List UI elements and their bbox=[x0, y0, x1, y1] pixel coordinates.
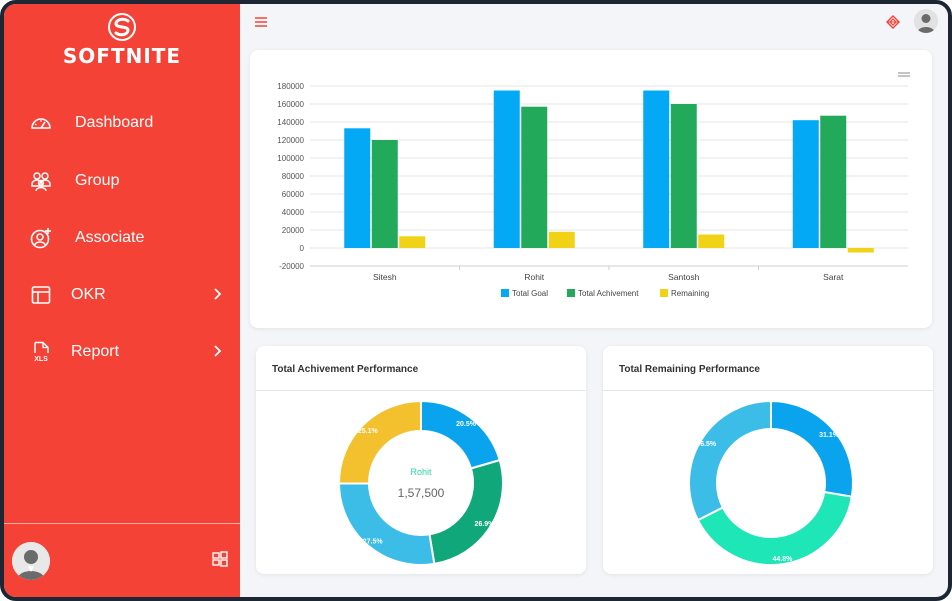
y-tick-label: 180000 bbox=[277, 82, 304, 91]
bar-chart-card: -20000 0 20000 40000 60000 80000 100000 120000 1… bbox=[250, 50, 932, 328]
y-tick-label: 20000 bbox=[282, 226, 305, 235]
softnite-logo-icon bbox=[108, 13, 136, 41]
brand-name: SOFTNITE bbox=[62, 44, 182, 68]
y-tick-label: 140000 bbox=[277, 118, 304, 127]
avatar[interactable] bbox=[12, 542, 50, 580]
user-add-icon bbox=[30, 228, 51, 249]
svg-text:XLS: XLS bbox=[34, 356, 48, 363]
sidebar-item-dashboard[interactable]: Dashboard bbox=[4, 102, 240, 142]
x-tick-label: Sitesh bbox=[373, 272, 397, 282]
donut-center-label: Rohit bbox=[410, 467, 432, 477]
user-avatar-icon bbox=[914, 9, 938, 33]
gauge-icon bbox=[31, 118, 51, 129]
bar-total-goal bbox=[643, 90, 670, 248]
legend-label: Remaining bbox=[671, 289, 709, 298]
y-tick-label: 160000 bbox=[277, 100, 304, 109]
sidebar-item-label: OKR bbox=[71, 286, 106, 303]
donut-slice-santosh bbox=[688, 399, 772, 522]
y-tick-label: 40000 bbox=[282, 208, 305, 217]
y-tick-label: 100000 bbox=[277, 154, 304, 163]
donut-value-label: 44.8% bbox=[772, 556, 793, 563]
donut-slice-sitesh bbox=[770, 399, 854, 498]
y-tick-label: -20000 bbox=[279, 262, 304, 271]
legend-label: Total Goal bbox=[512, 289, 548, 298]
sidebar-divider bbox=[4, 523, 240, 524]
user-avatar-icon bbox=[12, 542, 50, 580]
bar-remaining bbox=[548, 231, 575, 248]
x-tick-label: Rohit bbox=[524, 272, 544, 282]
donut-value-label: 36.5% bbox=[696, 441, 717, 448]
bar-total-goal bbox=[493, 90, 520, 248]
sidebar-item-okr[interactable]: OKR bbox=[4, 274, 240, 314]
user-avatar[interactable] bbox=[914, 9, 938, 33]
bar-total-goal bbox=[344, 128, 371, 248]
sidebar-item-label: Report bbox=[71, 343, 120, 360]
donut-value-label: 20.5% bbox=[456, 421, 477, 428]
y-tick-label: 60000 bbox=[282, 190, 305, 199]
donut-slice-rohit bbox=[696, 490, 854, 566]
sidebar-item-label: Group bbox=[75, 172, 120, 189]
legend-swatch bbox=[567, 289, 575, 297]
group-icon bbox=[31, 172, 51, 192]
notification-icon[interactable] bbox=[886, 15, 900, 29]
xls-file-icon: XLS bbox=[34, 341, 49, 363]
bar-chart: -20000 0 20000 40000 60000 80000 100000 120000 1… bbox=[277, 82, 908, 298]
sidebar: SOFTNITE Dashboard bbox=[4, 4, 240, 597]
donut-value-label: 27.5% bbox=[363, 538, 384, 545]
layout-icon bbox=[31, 286, 51, 304]
chevron-right-icon bbox=[214, 288, 222, 300]
legend-label: Total Achivement bbox=[578, 289, 639, 298]
donut-slice-sitesh bbox=[420, 399, 501, 470]
achievement-pie-card: Total Achivement Performance 20.5% 26.9% 2… bbox=[256, 346, 586, 574]
donut-value-label: 26.9% bbox=[475, 521, 496, 528]
card-title: Total Remaining Performance bbox=[619, 364, 760, 375]
sidebar-item-associate[interactable]: Associate bbox=[4, 217, 240, 257]
y-tick-label: 120000 bbox=[277, 136, 304, 145]
y-tick-label: 0 bbox=[300, 244, 305, 253]
chart-menu-icon[interactable] bbox=[898, 72, 910, 78]
bar-total-achivement bbox=[820, 115, 847, 248]
logout-icon[interactable] bbox=[212, 551, 228, 567]
legend-swatch bbox=[660, 289, 668, 297]
donut-center-value: 1,57,500 bbox=[398, 486, 445, 500]
bar-total-achivement bbox=[670, 104, 697, 248]
chevron-right-icon bbox=[214, 345, 222, 357]
top-bar bbox=[240, 4, 948, 42]
card-title: Total Achivement Performance bbox=[272, 364, 419, 375]
donut-value-label: 31.1% bbox=[819, 432, 840, 439]
bar-remaining bbox=[847, 248, 874, 253]
legend-swatch bbox=[501, 289, 509, 297]
y-tick-label: 80000 bbox=[282, 172, 305, 181]
bar-remaining bbox=[399, 236, 426, 248]
donut-slice-sarat bbox=[338, 399, 422, 485]
donut-value-label: 25.1% bbox=[358, 428, 379, 435]
donut-slice-rohit bbox=[428, 458, 504, 566]
x-tick-label: Sarat bbox=[823, 272, 844, 282]
bar-remaining bbox=[698, 234, 725, 248]
sidebar-item-report[interactable]: XLS Report bbox=[4, 331, 240, 371]
achievement-donut-chart: 20.5% 26.9% 27.5% 25.1% Rohit 1,57,500 bbox=[337, 399, 504, 566]
bar-total-achivement bbox=[371, 140, 398, 248]
remaining-pie-card: Total Remaining Performance 31.1% 44.8% 36… bbox=[603, 346, 933, 574]
sidebar-item-label: Associate bbox=[75, 229, 145, 246]
x-tick-label: Santosh bbox=[668, 272, 699, 282]
remaining-donut-chart: 31.1% 44.8% 36.5% bbox=[688, 399, 854, 566]
sidebar-item-group[interactable]: Group bbox=[4, 160, 240, 200]
bar-total-goal bbox=[792, 120, 819, 248]
card-divider bbox=[603, 390, 933, 391]
bar-total-achivement bbox=[521, 106, 548, 248]
menu-toggle-icon[interactable] bbox=[254, 16, 268, 28]
card-divider bbox=[256, 390, 586, 391]
brand-logo[interactable]: SOFTNITE bbox=[4, 12, 240, 68]
sidebar-item-label: Dashboard bbox=[75, 114, 154, 131]
